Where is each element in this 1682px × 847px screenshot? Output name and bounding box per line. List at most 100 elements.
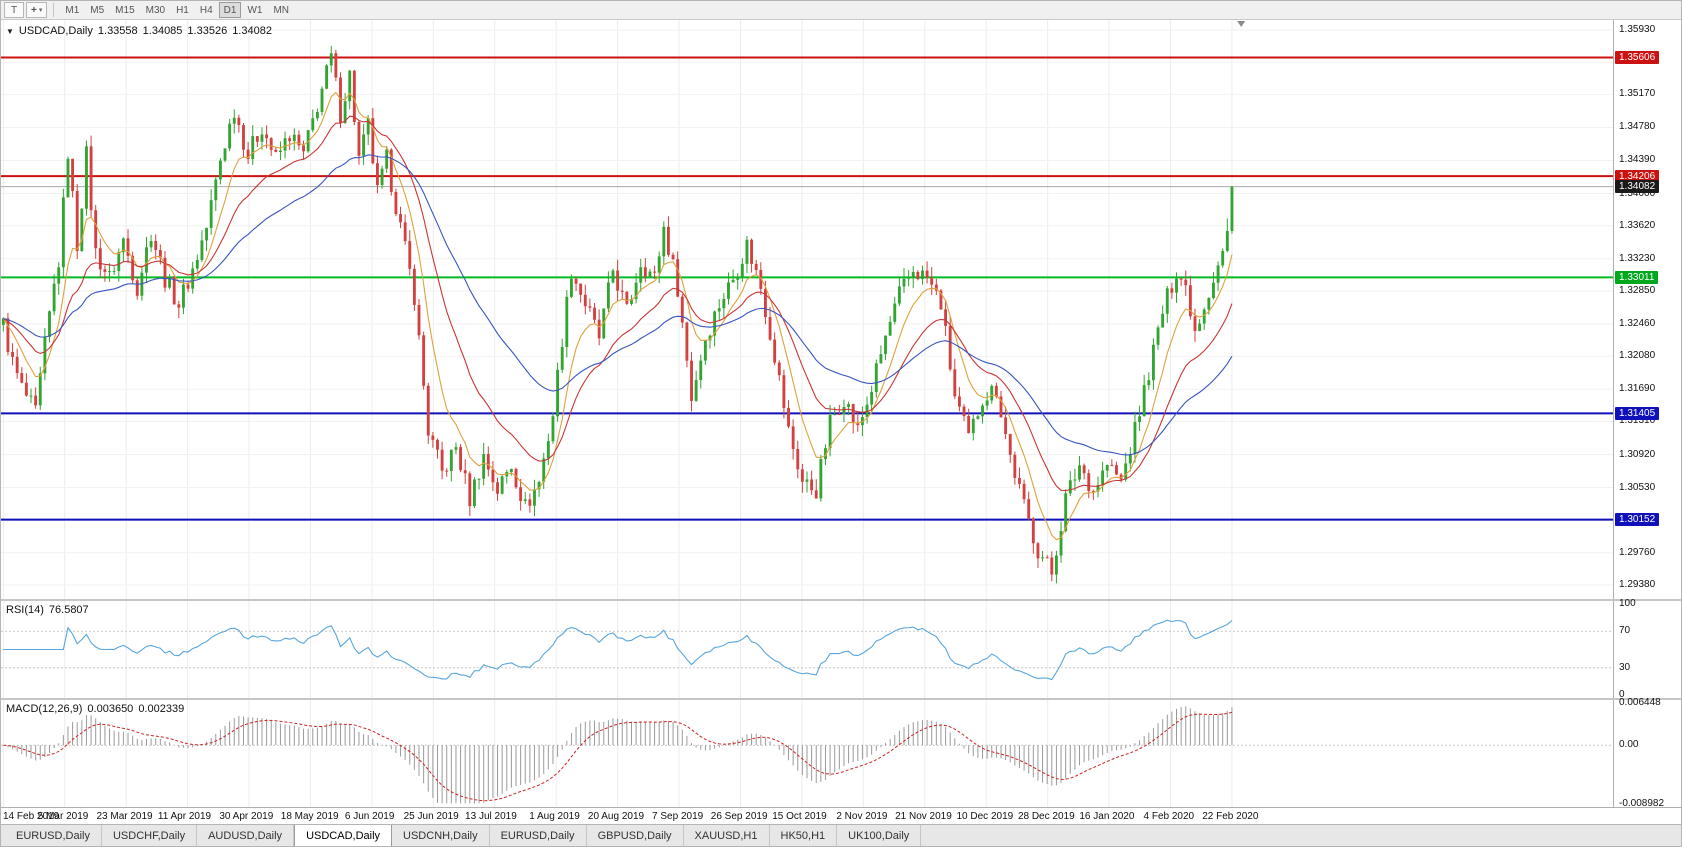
top-toolbar: T + ▾ M1 M5 M15 M30 H1 H4 D1 W1 MN [1, 1, 1681, 20]
macd-histogram [7, 706, 1233, 804]
tab-eurusd-daily[interactable]: EURUSD,Daily [5, 825, 102, 846]
rsi-line[interactable] [3, 619, 1233, 681]
timeframe-toolbar: M1 M5 M15 M30 H1 H4 D1 W1 MN [60, 2, 294, 18]
macd-tick-label: 0.00 [1619, 739, 1639, 751]
timeframe-button-m1[interactable]: M1 [60, 2, 84, 18]
rsi-tick-label: 0 [1619, 689, 1625, 700]
date-tick-label: 23 Mar 2019 [96, 811, 153, 822]
date-tick-label: 22 Feb 2020 [1202, 811, 1259, 822]
price-tick-label: 1.29760 [1619, 546, 1656, 558]
price-badge-1.35606: 1.35606 [1615, 50, 1660, 64]
date-tick-label: 21 Nov 2019 [895, 811, 952, 822]
price-tick-label: 1.29380 [1619, 579, 1656, 590]
date-tick-label: 13 Jul 2019 [465, 811, 517, 822]
rsi-panel: RSI(14) 76.5807 100 70 30 0 [1, 598, 1681, 700]
date-tick-label: 2 Nov 2019 [836, 811, 888, 822]
date-tick-label: 11 Apr 2019 [157, 811, 212, 822]
price-badge-1.33011: 1.33011 [1615, 270, 1659, 284]
macd-plot[interactable]: MACD(12,26,9) 0.003650 0.002339 [1, 700, 1613, 807]
rsi-resize-handle[interactable] [1, 599, 1681, 601]
chart-shift-marker[interactable] [1237, 21, 1246, 27]
price-tick-label: 1.30530 [1619, 481, 1656, 493]
price-tick-label: 1.31690 [1619, 383, 1656, 395]
tab-hk50-h1[interactable]: HK50,H1 [770, 825, 838, 846]
chart-tab-bar: EURUSD,Daily USDCHF,Daily AUDUSD,Daily USDC… [1, 824, 1681, 846]
collapse-ohlc-icon[interactable]: ▼ [6, 26, 14, 36]
main-chart-svg [1, 20, 1613, 599]
tab-uk100-daily[interactable]: UK100,Daily [837, 825, 922, 846]
price-tick-label: 1.35170 [1619, 88, 1656, 100]
rsi-axis[interactable]: 100 70 30 0 [1613, 598, 1681, 700]
main-chart-plot[interactable]: ▼ USDCAD,Daily 1.33558 1.34085 1.33526 1… [1, 20, 1613, 599]
tab-usdcad-daily[interactable]: USDCAD,Daily [294, 825, 393, 846]
price-axis[interactable]: 1.359301.355501.351701.347801.343901.340… [1613, 20, 1681, 599]
toolbar-separator [53, 3, 55, 17]
timeframe-button-h4[interactable]: H4 [195, 2, 218, 18]
macd-axis[interactable]: 0.006448 0.00 -0.008982 [1613, 697, 1681, 809]
tab-usdcnh-daily[interactable]: USDCNH,Daily [392, 825, 490, 846]
date-tick-label: 16 Jan 2020 [1079, 811, 1135, 822]
slow-ma-line[interactable] [3, 154, 1233, 456]
price-tick-label: 1.35930 [1619, 24, 1656, 35]
price-tick-label: 1.32460 [1619, 318, 1656, 330]
rsi-tick-label: 70 [1619, 625, 1631, 637]
macd-svg [1, 700, 1613, 807]
date-tick-label: 18 May 2019 [280, 811, 339, 822]
macd-tick-label: -0.008982 [1619, 798, 1665, 809]
tab-usdchf-daily[interactable]: USDCHF,Daily [102, 825, 198, 846]
text-tool-button[interactable]: T [4, 2, 24, 18]
date-tick-label: 10 Dec 2019 [956, 811, 1014, 822]
timeframe-button-m15[interactable]: M15 [110, 2, 139, 18]
timeframe-button-m5[interactable]: M5 [85, 2, 109, 18]
timeframe-button-h1[interactable]: H1 [171, 2, 194, 18]
date-tick-label: 26 Sep 2019 [710, 811, 768, 822]
tab-xauusd-h1[interactable]: XAUUSD,H1 [684, 825, 770, 846]
date-tick-label: 14 Feb 2019 [3, 811, 60, 822]
tab-audusd-daily[interactable]: AUDUSD,Daily [197, 825, 295, 846]
price-tick-label: 1.33230 [1619, 252, 1656, 264]
price-panel: ▼ USDCAD,Daily 1.33558 1.34085 1.33526 1… [1, 20, 1681, 599]
date-tick-label: 15 Oct 2019 [772, 811, 827, 822]
price-badge-1.34082: 1.34082 [1615, 180, 1660, 194]
date-tick-label: 5 Mar 2019 [37, 811, 89, 822]
date-tick-label: 6 Jun 2019 [344, 811, 395, 822]
timeframe-button-mn[interactable]: MN [268, 2, 294, 18]
price-tick-label: 1.34390 [1619, 154, 1656, 166]
date-tick-label: 30 Apr 2019 [219, 811, 274, 822]
rsi-plot[interactable]: RSI(14) 76.5807 [1, 601, 1613, 698]
chevron-down-icon: ▾ [38, 7, 43, 14]
crosshair-tool-button[interactable]: + ▾ [26, 2, 48, 18]
price-badge-1.31405: 1.31405 [1615, 406, 1660, 420]
price-badge-1.34206: 1.34206 [1615, 169, 1660, 183]
rsi-tick-label: 100 [1619, 598, 1636, 609]
price-tick-label: 1.32850 [1619, 284, 1656, 296]
macd-resize-handle[interactable] [1, 698, 1681, 700]
rsi-svg [1, 601, 1613, 698]
macd-signal-line[interactable] [3, 711, 1233, 802]
fast-ma-line[interactable] [2, 91, 1233, 541]
price-tick-label: 1.32080 [1619, 350, 1656, 362]
chart-workspace: ▼ USDCAD,Daily 1.33558 1.34085 1.33526 1… [1, 20, 1681, 824]
date-tick-label: 28 Dec 2019 [1017, 811, 1075, 822]
price-tick-label: 1.34000 [1619, 187, 1656, 199]
price-tick-label: 1.33620 [1619, 219, 1656, 231]
date-tick-label: 20 Aug 2019 [587, 811, 645, 822]
price-badge-1.30152: 1.30152 [1615, 513, 1660, 527]
timeframe-button-m30[interactable]: M30 [141, 2, 170, 18]
macd-tick-label: 0.006448 [1619, 697, 1661, 708]
timeframe-button-w1[interactable]: W1 [242, 2, 267, 18]
macd-panel: MACD(12,26,9) 0.003650 0.002339 0.006448… [1, 697, 1681, 809]
date-tick-label: 4 Feb 2020 [1143, 811, 1195, 822]
date-tick-label: 7 Sep 2019 [652, 811, 704, 822]
mid-ma-line[interactable] [2, 115, 1233, 492]
time-axis[interactable]: 14 Feb 2019 5 Mar 2019 23 Mar 2019 11 Apr 2… [1, 807, 1681, 824]
tab-eurusd-daily[interactable]: EURUSD,Daily [490, 825, 587, 846]
date-tick-label: 25 Jun 2019 [403, 811, 459, 822]
crosshair-icon: + [31, 4, 37, 16]
timeframe-button-d1[interactable]: D1 [218, 2, 242, 18]
date-tick-label: 1 Aug 2019 [529, 811, 580, 822]
price-tick-label: 1.30920 [1619, 448, 1656, 460]
tab-gbpusd-daily[interactable]: GBPUSD,Daily [587, 825, 684, 846]
price-tick-label: 1.31310 [1619, 415, 1656, 427]
